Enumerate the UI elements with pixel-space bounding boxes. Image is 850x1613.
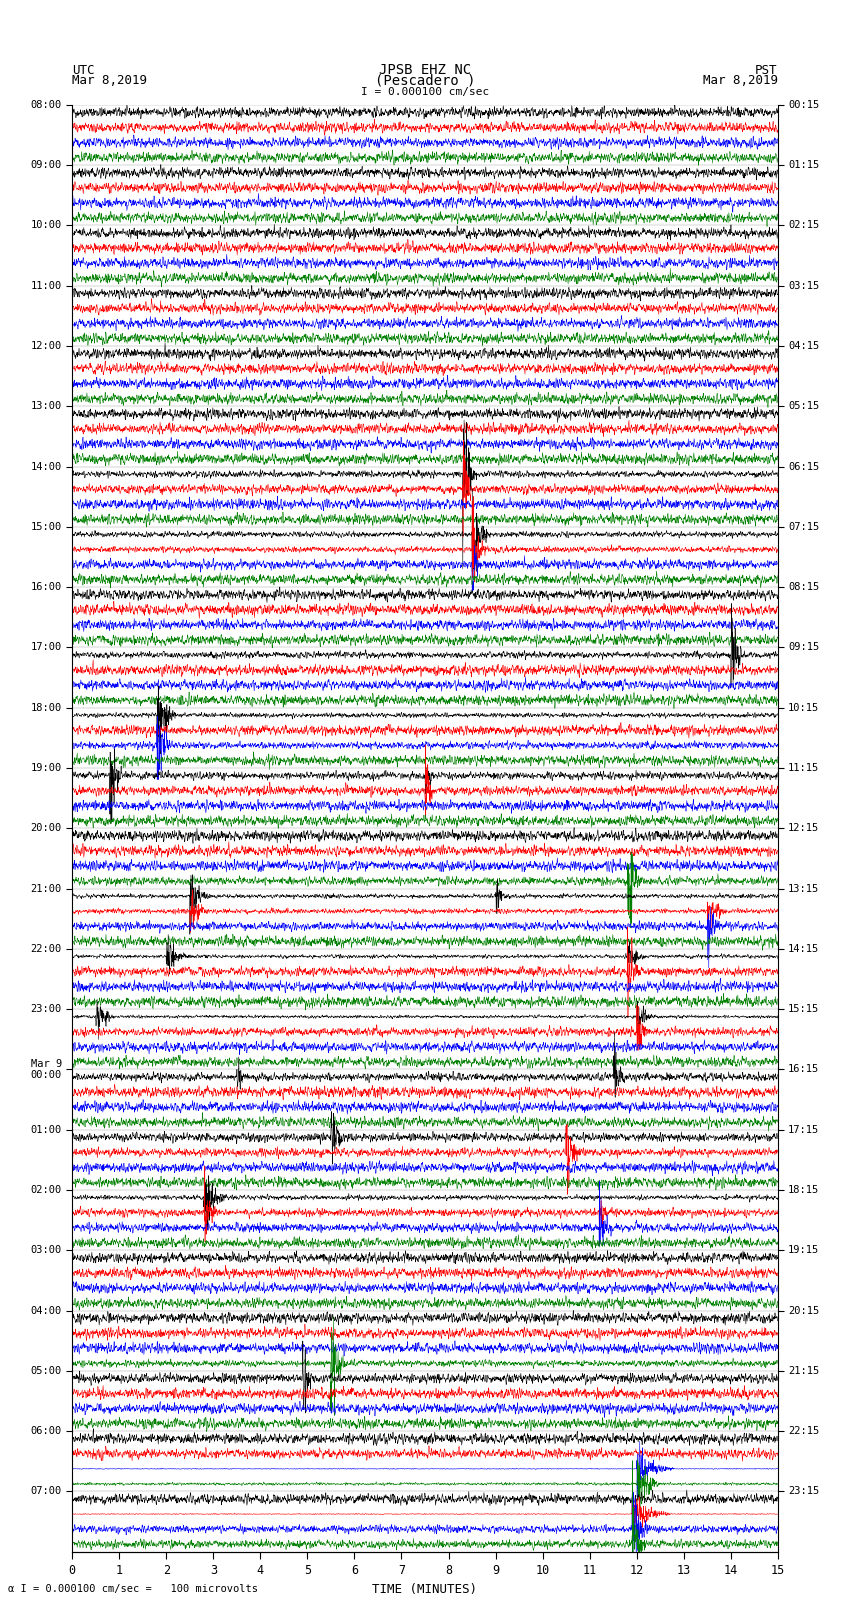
Text: Mar 8,2019: Mar 8,2019 — [703, 74, 778, 87]
Text: PST: PST — [756, 63, 778, 77]
X-axis label: TIME (MINUTES): TIME (MINUTES) — [372, 1584, 478, 1597]
Text: JPSB EHZ NC: JPSB EHZ NC — [379, 63, 471, 77]
Text: α I = 0.000100 cm/sec =   100 microvolts: α I = 0.000100 cm/sec = 100 microvolts — [8, 1584, 258, 1594]
Text: (Pescadero ): (Pescadero ) — [375, 73, 475, 87]
Text: UTC: UTC — [72, 63, 94, 77]
Text: Ι = 0.000100 cm/sec: Ι = 0.000100 cm/sec — [361, 87, 489, 97]
Text: Mar 8,2019: Mar 8,2019 — [72, 74, 147, 87]
